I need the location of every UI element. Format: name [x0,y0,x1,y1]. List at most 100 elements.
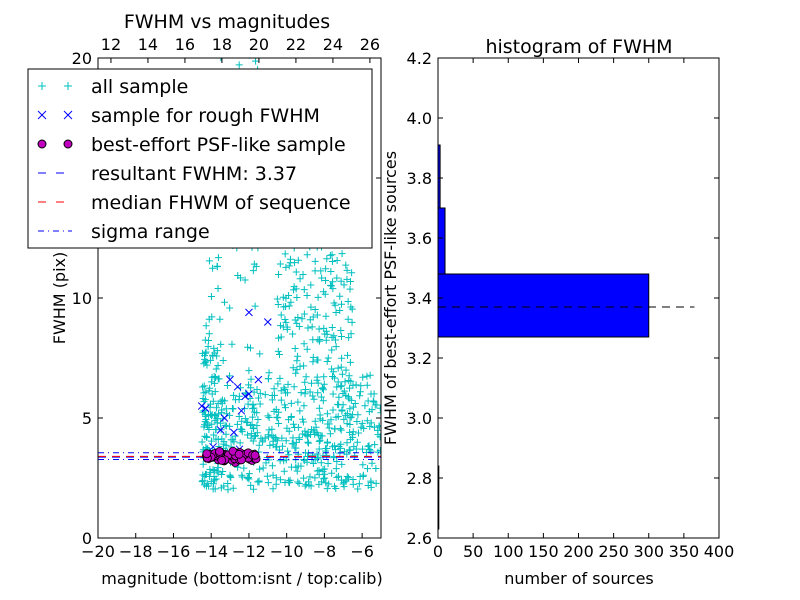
top-tick-label: 26 [360,35,380,54]
point-all-sample [356,392,364,400]
point-all-sample [295,480,303,488]
point-all-sample [280,384,288,392]
point-all-sample [280,457,288,465]
point-all-sample [270,407,278,415]
point-all-sample [340,448,348,456]
point-all-sample [311,417,319,425]
point-all-sample [282,263,290,271]
point-all-sample [359,471,367,479]
point-all-sample [311,474,319,482]
point-all-sample [214,435,222,443]
point-all-sample [292,268,300,276]
point-all-sample [224,479,232,487]
point-all-sample [322,312,330,320]
point-all-sample [274,380,282,388]
point-all-sample [200,382,208,390]
point-all-sample [333,256,341,264]
point-all-sample [268,396,276,404]
point-all-sample [302,480,310,488]
point-all-sample [228,340,236,348]
point-all-sample [374,448,381,456]
point-all-sample [322,265,330,273]
point-all-sample [318,432,326,440]
point-all-sample [332,308,340,316]
top-tick-label: 22 [286,35,306,54]
point-all-sample [343,410,351,418]
point-all-sample [338,407,346,415]
point-all-sample [363,417,371,425]
point-all-sample [357,382,365,390]
point-all-sample [309,460,317,468]
point-all-sample [335,442,343,450]
point-all-sample [354,411,362,419]
point-all-sample [323,439,331,447]
point-all-sample [268,432,276,440]
x-tick-label: 350 [669,542,700,561]
point-all-sample [212,365,220,373]
legend-entry-sigma: sigma range [38,221,210,243]
point-all-sample [346,421,354,429]
point-all-sample [201,432,209,440]
point-all-sample [340,415,348,423]
point-all-sample [353,418,361,426]
point-all-sample [281,401,289,409]
point-all-sample [315,404,323,412]
point-all-sample [204,343,212,351]
point-all-sample [206,384,214,392]
point-all-sample [270,391,278,399]
point-all-sample [308,379,316,387]
point-all-sample [320,288,328,296]
point-all-sample [332,485,340,493]
point-all-sample [344,393,352,401]
point-all-sample [339,480,347,488]
point-all-sample [290,383,298,391]
point-all-sample [324,459,332,467]
point-all-sample [294,398,302,406]
point-all-sample [306,473,314,481]
point-all-sample [372,465,380,473]
point-all-sample [247,344,255,352]
point-all-sample [325,424,333,432]
point-all-sample [363,381,371,389]
point-rough-sample [237,406,246,415]
point-all-sample [320,324,328,332]
point-all-sample [367,390,375,398]
point-all-sample [289,330,297,338]
point-all-sample [221,298,229,306]
point-all-sample [268,425,276,433]
point-all-sample [323,330,331,338]
point-all-sample [321,474,329,482]
point-all-sample [278,434,286,442]
point-all-sample [368,459,376,467]
point-rough-sample [220,414,229,422]
point-all-sample [323,485,331,493]
point-all-sample [311,257,319,265]
point-all-sample [291,345,299,353]
point-all-sample [294,256,302,264]
point-all-sample [236,274,244,282]
point-all-sample [247,434,255,442]
point-all-sample [304,438,312,446]
point-all-sample [282,437,290,445]
point-all-sample [309,353,317,361]
point-all-sample [214,469,222,477]
point-all-sample [376,404,381,412]
point-all-sample [202,348,210,356]
x-tick-label: 150 [528,542,559,561]
point-all-sample [320,373,328,381]
point-all-sample [210,466,218,474]
point-all-sample [322,445,330,453]
point-all-sample [314,379,322,387]
legend-entry-median: median FHWM of sequence [38,192,351,214]
point-all-sample [367,483,375,491]
point-all-sample [364,465,372,473]
point-rough-sample [245,390,253,398]
point-all-sample [207,292,215,300]
point-all-sample [250,404,258,412]
point-all-sample [266,441,274,449]
x-tick-label: 300 [633,542,664,561]
point-all-sample [314,389,322,397]
point-all-sample [229,405,237,413]
point-all-sample [201,336,209,344]
